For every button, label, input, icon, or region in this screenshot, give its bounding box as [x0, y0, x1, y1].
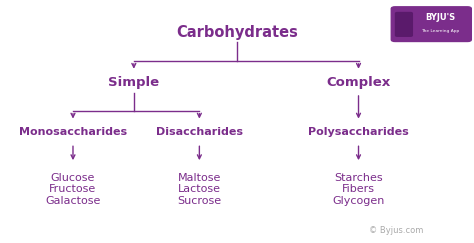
Text: Complex: Complex: [327, 76, 391, 89]
Text: Carbohydrates: Carbohydrates: [176, 25, 298, 40]
Text: Maltose
Lactose
Sucrose: Maltose Lactose Sucrose: [177, 173, 221, 206]
Text: Simple: Simple: [108, 76, 159, 89]
FancyBboxPatch shape: [395, 12, 412, 36]
Text: The Learning App: The Learning App: [421, 29, 459, 33]
Text: BYJU'S: BYJU'S: [425, 13, 455, 22]
Text: Glucose
Fructose
Galactose: Glucose Fructose Galactose: [46, 173, 100, 206]
FancyBboxPatch shape: [391, 7, 471, 42]
Text: Disaccharides: Disaccharides: [156, 127, 243, 137]
Text: Starches
Fibers
Glycogen: Starches Fibers Glycogen: [332, 173, 385, 206]
Text: © Byjus.com: © Byjus.com: [369, 226, 423, 235]
Text: Monosaccharides: Monosaccharides: [19, 127, 127, 137]
Text: Polysaccharides: Polysaccharides: [308, 127, 409, 137]
